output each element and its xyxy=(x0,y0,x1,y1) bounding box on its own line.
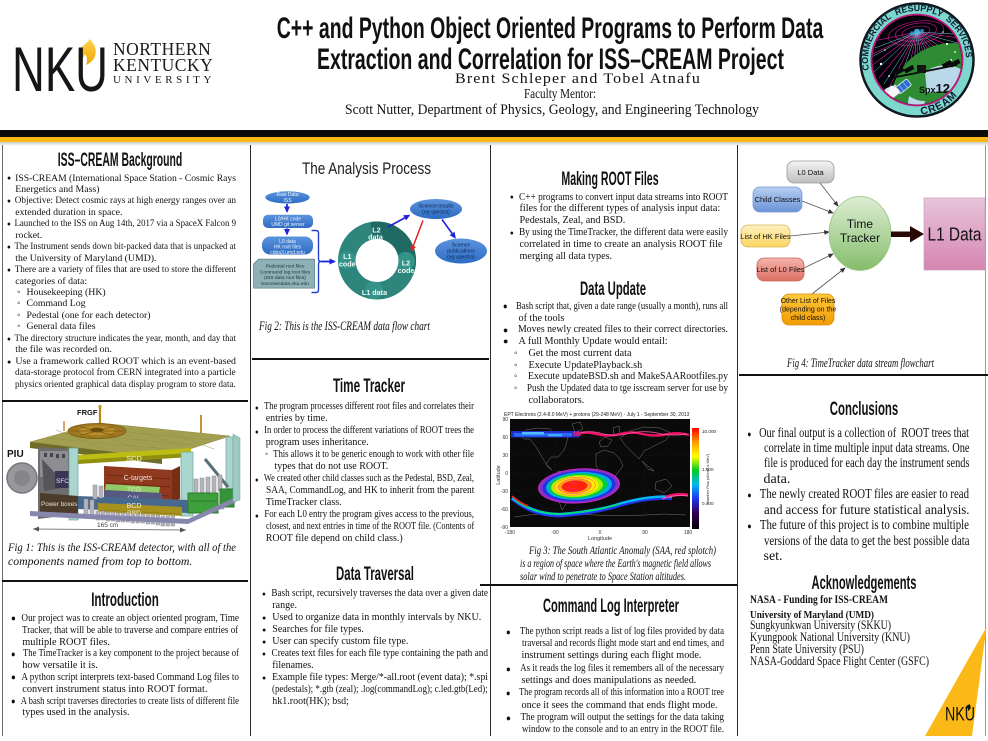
svg-text:L1 data: L1 data xyxy=(362,288,388,297)
svg-text:90: 90 xyxy=(642,530,648,536)
svg-text:List of L0 Files: List of L0 Files xyxy=(756,265,805,274)
svg-text:List of HK Files: List of HK Files xyxy=(740,232,791,241)
svg-text:0: 0 xyxy=(599,530,602,536)
svg-text:SCD: SCD xyxy=(126,454,142,463)
svg-text:Raw Data: Raw Data xyxy=(277,192,299,198)
svg-text:Longitude: Longitude xyxy=(588,536,612,541)
svg-text:10.000: 10.000 xyxy=(702,429,716,434)
svg-text:code: code xyxy=(398,266,415,275)
svg-text:Science results: Science results xyxy=(418,204,454,210)
svg-text:Number Flux (#/cm2-s MeV): Number Flux (#/cm2-s MeV) xyxy=(705,453,710,504)
svg-text:Child Classes: Child Classes xyxy=(755,195,801,204)
svg-text:165 cm: 165 cm xyxy=(97,522,118,529)
svg-text:data: data xyxy=(368,233,384,242)
svg-text:L0 Data: L0 Data xyxy=(797,168,824,177)
svg-text:TCD: TCD xyxy=(127,487,141,494)
svg-text:90: 90 xyxy=(502,417,508,423)
svg-text:ISS: ISS xyxy=(283,198,292,204)
svg-text:Other List of Files: Other List of Files xyxy=(781,298,836,305)
svg-text:cdpa3.umd.edu: cdpa3.umd.edu xyxy=(270,250,305,256)
svg-text:FRGF: FRGF xyxy=(77,408,98,417)
svg-text:SFC: SFC xyxy=(56,478,69,485)
svg-text:Power boxes: Power boxes xyxy=(41,501,77,508)
svg-text:publications: publications xyxy=(447,249,475,255)
svg-text:NKU: NKU xyxy=(945,705,975,726)
svg-text:L1 Data: L1 Data xyxy=(928,224,983,245)
svg-text:BCD: BCD xyxy=(127,503,142,510)
svg-text:Command log root files: Command log root files xyxy=(260,269,311,275)
svg-text:L1: L1 xyxy=(343,252,351,261)
svg-text:Tracker: Tracker xyxy=(840,231,880,245)
svg-text:-60: -60 xyxy=(501,507,508,513)
svg-text:isscreamdata.nku.edu: isscreamdata.nku.edu xyxy=(261,281,309,287)
svg-text:Time: Time xyxy=(847,217,874,231)
svg-text:30: 30 xyxy=(502,453,508,459)
svg-text:child class): child class) xyxy=(791,315,826,322)
svg-text:(depending on the: (depending on the xyxy=(780,307,837,314)
svg-text:0.100: 0.100 xyxy=(702,501,714,506)
svg-text:-30: -30 xyxy=(501,489,508,495)
svg-text:0: 0 xyxy=(505,471,508,477)
svg-text:1.800: 1.800 xyxy=(702,467,714,472)
svg-text:HK root files: HK root files xyxy=(274,245,302,251)
svg-text:-90: -90 xyxy=(551,530,558,536)
svg-text:(eg spectra): (eg spectra) xyxy=(447,255,475,261)
svg-text:EPT Electrons (2.4-8.0 MeV) +: EPT Electrons (2.4-8.0 MeV) + protons (2… xyxy=(504,412,690,418)
svg-text:UMD git server: UMD git server xyxy=(271,222,305,228)
svg-text:L0/HK code: L0/HK code xyxy=(275,216,301,222)
svg-text:Pedestal root files: Pedestal root files xyxy=(266,264,305,270)
svg-text:Science: Science xyxy=(452,243,471,249)
svg-text:-90: -90 xyxy=(501,525,508,531)
svg-text:C-targets: C-targets xyxy=(124,475,153,482)
svg-text:60: 60 xyxy=(502,435,508,441)
svg-text:L2: L2 xyxy=(402,259,410,268)
svg-text:-180: -180 xyxy=(505,530,515,536)
svg-text:Spx12: Spx12 xyxy=(919,81,950,96)
svg-text:code: code xyxy=(339,260,356,269)
svg-text:NKU: NKU xyxy=(12,38,108,98)
svg-text:Latitude: Latitude xyxy=(496,465,502,485)
svg-text:L0 data: L0 data xyxy=(279,239,296,245)
svg-text:180: 180 xyxy=(684,530,693,536)
svg-text:(ISS data root files): (ISS data root files) xyxy=(264,275,306,281)
svg-text:(eg spectra): (eg spectra) xyxy=(422,210,450,216)
svg-text:L2: L2 xyxy=(372,226,380,235)
svg-text:PIU: PIU xyxy=(7,449,24,460)
